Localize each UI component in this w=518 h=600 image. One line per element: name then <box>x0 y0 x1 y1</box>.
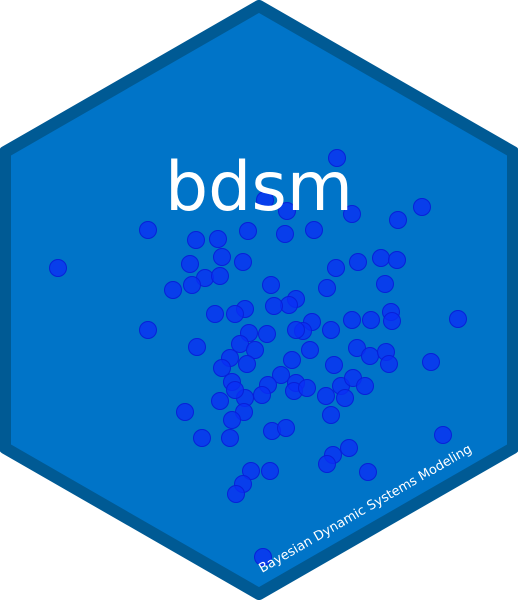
scatter-points <box>49 149 467 566</box>
scatter-point <box>298 379 316 397</box>
scatter-point <box>164 281 182 299</box>
scatter-point <box>242 462 260 480</box>
scatter-point <box>372 249 390 267</box>
scatter-point <box>318 455 336 473</box>
scatter-point <box>272 366 290 384</box>
scatter-point <box>238 355 256 373</box>
scatter-point <box>336 389 354 407</box>
scatter-point <box>318 279 336 297</box>
scatter-point <box>277 419 295 437</box>
scatter-point <box>265 297 283 315</box>
scatter-point <box>139 321 157 339</box>
scatter-point <box>176 403 194 421</box>
scatter-point <box>388 251 406 269</box>
scatter-point <box>211 267 229 285</box>
scatter-point <box>434 426 452 444</box>
logo-title: bdsm <box>165 148 353 227</box>
scatter-point <box>361 347 379 365</box>
scatter-point <box>213 248 231 266</box>
scatter-point <box>422 353 440 371</box>
scatter-point <box>348 339 366 357</box>
scatter-point <box>322 321 340 339</box>
scatter-point <box>261 462 279 480</box>
scatter-point <box>231 335 249 353</box>
scatter-point <box>362 311 380 329</box>
scatter-point <box>209 230 227 248</box>
scatter-point <box>276 225 294 243</box>
scatter-point <box>389 211 407 229</box>
scatter-point <box>181 255 199 273</box>
scatter-point <box>376 275 394 293</box>
scatter-point <box>211 392 229 410</box>
scatter-point <box>226 381 244 399</box>
scatter-point <box>258 325 276 343</box>
scatter-point <box>253 386 271 404</box>
scatter-point <box>188 338 206 356</box>
scatter-point <box>383 312 401 330</box>
scatter-point <box>356 377 374 395</box>
scatter-point <box>322 406 340 424</box>
scatter-point <box>328 149 346 167</box>
scatter-point <box>193 429 211 447</box>
scatter-point <box>262 276 280 294</box>
scatter-point <box>256 191 274 209</box>
scatter-point <box>325 356 343 374</box>
scatter-point <box>246 341 264 359</box>
scatter-point <box>340 439 358 457</box>
scatter-point <box>221 429 239 447</box>
scatter-point <box>278 202 296 220</box>
scatter-point <box>283 351 301 369</box>
scatter-point <box>223 411 241 429</box>
scatter-point <box>280 296 298 314</box>
scatter-point <box>305 221 323 239</box>
scatter-point <box>343 205 361 223</box>
scatter-point <box>413 198 431 216</box>
scatter-point <box>239 222 257 240</box>
scatter-point <box>234 253 252 271</box>
scatter-point <box>317 387 335 405</box>
scatter-point <box>343 311 361 329</box>
scatter-point <box>206 305 224 323</box>
scatter-point <box>287 321 305 339</box>
scatter-point <box>227 485 245 503</box>
scatter-point <box>254 548 272 566</box>
scatter-point <box>301 341 319 359</box>
scatter-point <box>226 305 244 323</box>
scatter-point <box>213 359 231 377</box>
scatter-point <box>349 253 367 271</box>
scatter-point <box>359 463 377 481</box>
scatter-point <box>49 259 67 277</box>
scatter-point <box>183 276 201 294</box>
scatter-point <box>449 310 467 328</box>
scatter-point <box>187 231 205 249</box>
scatter-point <box>380 355 398 373</box>
scatter-point <box>327 259 345 277</box>
scatter-point <box>139 221 157 239</box>
